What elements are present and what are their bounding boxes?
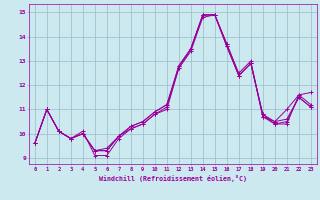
X-axis label: Windchill (Refroidissement éolien,°C): Windchill (Refroidissement éolien,°C) [99, 175, 247, 182]
